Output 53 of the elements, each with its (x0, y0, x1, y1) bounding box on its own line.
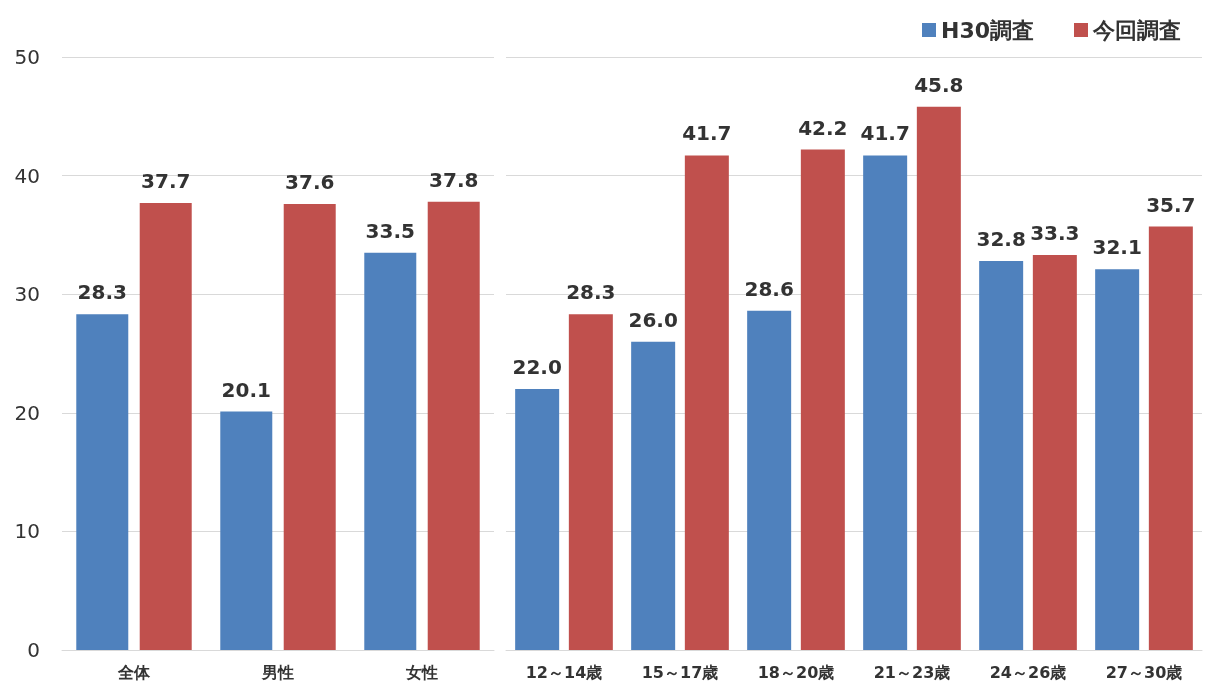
y-tick-label: 50 (14, 45, 40, 69)
data-label: 42.2 (798, 115, 848, 140)
x-tick-label: 27～30歳 (1105, 662, 1183, 682)
bar (568, 314, 613, 650)
bar (1032, 255, 1077, 650)
bar (139, 202, 192, 650)
data-label: 41.7 (682, 121, 732, 146)
data-label: 28.3 (77, 280, 127, 305)
data-label: 45.8 (914, 72, 964, 97)
y-tick-label: 40 (14, 163, 40, 188)
x-tick-label: 女性 (405, 662, 438, 682)
bar (631, 341, 676, 650)
data-label: 41.7 (860, 121, 910, 146)
y-tick-label: 30 (14, 282, 40, 307)
data-label: 22.0 (512, 355, 562, 380)
data-label: 33.3 (1030, 221, 1080, 246)
bar (916, 106, 961, 650)
y-tick-label: 20 (14, 400, 40, 425)
x-tick-label: 18～20歳 (757, 662, 835, 682)
x-tick-label: 男性 (261, 662, 294, 682)
data-label: 35.7 (1146, 192, 1196, 217)
y-tick-label: 10 (14, 519, 40, 544)
data-label: 37.6 (285, 170, 335, 195)
bar (747, 310, 792, 650)
bar (863, 155, 908, 650)
data-label: 28.6 (744, 276, 794, 301)
data-label: 20.1 (221, 377, 271, 402)
data-label: 32.8 (976, 226, 1026, 251)
data-label: 26.0 (628, 307, 678, 332)
x-tick-label: 12～14歳 (525, 662, 603, 682)
x-tick-label: 15～17歳 (641, 662, 719, 682)
data-label: 33.5 (365, 218, 415, 243)
bar (283, 204, 336, 650)
data-label: 37.8 (429, 167, 479, 192)
legend-label: 今回調査 (1092, 17, 1181, 43)
bar (1148, 226, 1193, 650)
bar (76, 314, 129, 650)
x-tick-label: 全体 (117, 662, 151, 682)
data-label: 32.1 (1092, 235, 1142, 260)
bar (515, 389, 560, 650)
y-tick-label: 0 (27, 638, 40, 662)
data-label: 28.3 (566, 280, 616, 305)
bar (220, 411, 273, 650)
x-tick-label: 24～26歳 (989, 662, 1067, 682)
bar (800, 149, 845, 650)
legend-label: H30調査 (940, 17, 1034, 43)
bar (427, 201, 480, 650)
data-label: 37.7 (141, 168, 191, 193)
bar (979, 260, 1024, 650)
bar (1095, 269, 1140, 650)
bar (364, 252, 417, 650)
bar (684, 155, 729, 650)
x-tick-label: 21～23歳 (873, 662, 951, 682)
